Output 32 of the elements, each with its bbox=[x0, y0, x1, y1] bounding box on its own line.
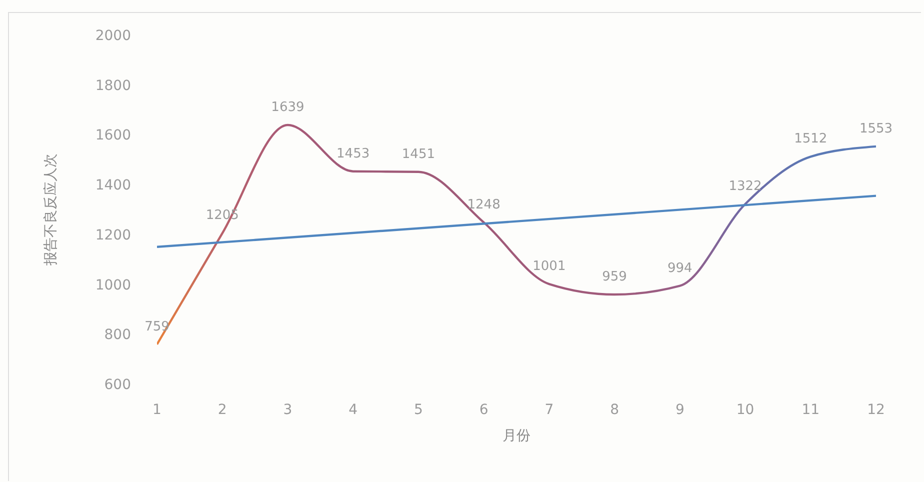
y-tick-label: 1400 bbox=[95, 178, 131, 194]
y-tick-label: 1600 bbox=[95, 128, 131, 144]
data-label: 1001 bbox=[532, 259, 566, 274]
x-tick-label: 9 bbox=[675, 402, 684, 418]
data-label: 1512 bbox=[794, 132, 828, 147]
data-label: 1451 bbox=[402, 146, 435, 162]
x-tick-label: 3 bbox=[283, 402, 292, 418]
data-label: 959 bbox=[602, 270, 627, 285]
y-tick-label: 1800 bbox=[95, 78, 131, 94]
x-tick-label: 4 bbox=[348, 402, 358, 418]
data-label: 1453 bbox=[336, 146, 370, 162]
y-axis-title: 报告不良反应人次 bbox=[42, 154, 59, 266]
x-tick-label: 6 bbox=[479, 402, 488, 418]
x-tick-label: 8 bbox=[610, 402, 620, 418]
x-tick-label: 2 bbox=[218, 402, 227, 418]
x-axis-title: 月份 bbox=[502, 428, 530, 444]
data-label: 994 bbox=[667, 260, 692, 276]
y-tick-label: 600 bbox=[104, 376, 131, 393]
data-label: 1248 bbox=[467, 197, 500, 212]
data-label: 1322 bbox=[728, 179, 762, 194]
y-tick-label: 1000 bbox=[95, 277, 131, 294]
x-tick-label: 12 bbox=[867, 402, 885, 418]
x-tick-label: 5 bbox=[414, 402, 423, 418]
y-tick-label: 1200 bbox=[95, 227, 131, 244]
x-tick-label: 10 bbox=[736, 402, 754, 418]
data-label: 1639 bbox=[271, 100, 304, 115]
x-tick-label: 1 bbox=[152, 402, 162, 418]
y-tick-label: 2000 bbox=[95, 28, 131, 44]
data-label: 1553 bbox=[859, 121, 893, 136]
x-tick-label: 7 bbox=[544, 402, 554, 418]
y-tick-label: 800 bbox=[104, 327, 131, 344]
x-tick-label: 11 bbox=[802, 402, 820, 418]
